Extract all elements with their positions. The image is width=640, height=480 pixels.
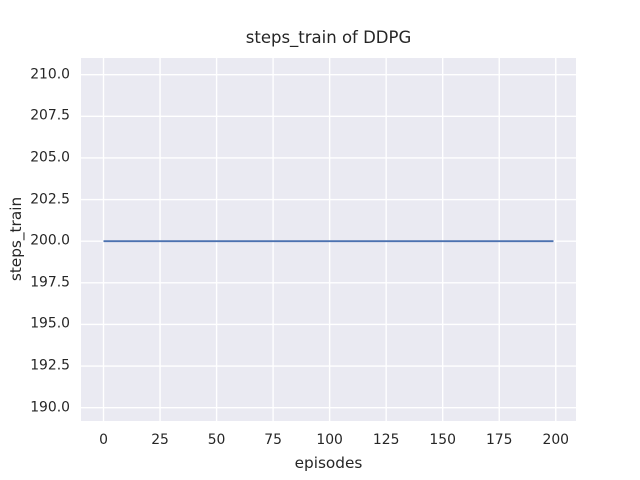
- chart-title: steps_train of DDPG: [245, 28, 412, 47]
- x-tick-label: 100: [316, 432, 343, 448]
- plot-svg: [81, 58, 576, 421]
- y-tick-label: 210.0: [30, 66, 70, 83]
- y-tick-label: 205.0: [30, 149, 70, 166]
- x-tick-label: 200: [542, 432, 570, 448]
- y-tick-label: 202.5: [30, 191, 70, 208]
- y-tick-label: 195.0: [30, 315, 70, 332]
- x-axis-label: episodes: [294, 454, 363, 472]
- x-tick-label: 25: [151, 432, 169, 448]
- y-tick-label: 207.5: [30, 107, 70, 124]
- y-tick-label: 190.0: [30, 399, 70, 416]
- x-tick-label: 0: [99, 432, 108, 448]
- x-tick-label: 50: [207, 432, 226, 448]
- y-tick-label: 192.5: [30, 357, 70, 374]
- plot-area: [81, 58, 576, 421]
- x-tick-label: 75: [264, 432, 282, 448]
- x-tick-label: 150: [429, 432, 456, 448]
- y-axis-label: steps_train: [7, 196, 25, 282]
- x-tick-label: 125: [372, 432, 400, 448]
- y-tick-label: 200.0: [30, 232, 70, 249]
- y-tick-label: 197.5: [30, 274, 70, 291]
- x-tick-label: 175: [485, 432, 513, 448]
